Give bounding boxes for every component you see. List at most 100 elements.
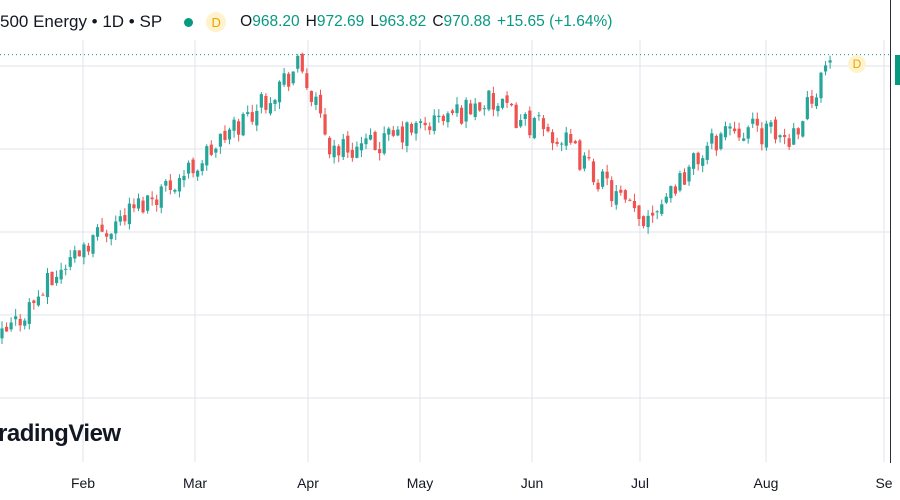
candle [318, 89, 323, 118]
candle-body [41, 294, 45, 296]
candle-body [673, 186, 677, 194]
candle [177, 174, 182, 198]
candle-body [641, 216, 646, 227]
candle-body [255, 110, 259, 126]
candle-body [218, 133, 222, 147]
candle [109, 233, 113, 246]
candle [605, 164, 609, 186]
candle [823, 61, 828, 76]
candle-body [610, 180, 614, 202]
candle [155, 194, 159, 212]
candle-body [459, 107, 464, 124]
candle [141, 196, 145, 214]
candle-body [423, 122, 427, 126]
candle-body [746, 127, 750, 139]
candle-body [550, 132, 555, 144]
candle [446, 111, 450, 128]
candle-body [109, 233, 113, 240]
candle-body [473, 103, 477, 118]
candle-body [537, 115, 541, 117]
candle [682, 168, 687, 185]
candle [773, 116, 778, 144]
candle-body [755, 118, 759, 126]
candle-body [14, 316, 18, 320]
candle-body [828, 60, 832, 63]
candle-body [500, 98, 505, 108]
candle [432, 109, 436, 135]
candle [742, 132, 746, 142]
candle [364, 133, 368, 150]
candle-body [368, 134, 373, 140]
candle [32, 299, 36, 310]
candle-body [27, 302, 31, 324]
candle [150, 191, 154, 206]
candle-body [664, 196, 668, 203]
candle [359, 136, 364, 158]
candle-body [528, 110, 532, 136]
candle [705, 141, 709, 165]
candle-body [787, 138, 791, 147]
candle [455, 97, 459, 117]
candle-body [682, 172, 687, 185]
candle [610, 176, 614, 207]
candle-body [186, 162, 191, 174]
x-tick-label: Mar [183, 475, 207, 491]
candle-body [628, 199, 632, 201]
candle-body [9, 322, 13, 330]
candle [123, 208, 127, 226]
candle [596, 179, 600, 192]
candle-body [64, 268, 68, 270]
candle-body [696, 152, 700, 165]
candle-body [132, 204, 136, 209]
candle [200, 160, 204, 176]
candle [300, 52, 304, 74]
candle-body [73, 250, 77, 259]
candle [701, 155, 705, 173]
candle-body [637, 205, 641, 219]
last-bar-dividend-badge[interactable]: D [848, 55, 866, 73]
candle [255, 104, 259, 132]
candle-body [614, 191, 618, 205]
candle [814, 93, 819, 109]
candle [755, 112, 759, 132]
candle [18, 314, 22, 332]
candle [437, 109, 441, 123]
candle [241, 112, 245, 137]
candle [186, 160, 191, 179]
candle-body [414, 122, 418, 134]
ohlc-open: O968.20 [240, 13, 300, 30]
candle-body [159, 186, 163, 208]
candle-body [692, 153, 696, 169]
candle [82, 242, 86, 265]
candle [45, 268, 50, 305]
candle [669, 185, 673, 203]
candle-body [655, 211, 659, 213]
symbol-title[interactable]: 500 Energy • 1D • SP [0, 12, 163, 31]
candle [687, 164, 691, 186]
candle-body [619, 189, 623, 193]
candle-body [601, 171, 605, 187]
candle [532, 116, 536, 140]
candle-body [105, 233, 109, 237]
candle [491, 86, 495, 117]
candle-body [114, 221, 118, 234]
candle-body [455, 104, 459, 114]
candle [232, 116, 236, 138]
candle-body [419, 121, 423, 123]
candle-body [705, 145, 709, 160]
chart-grid [0, 40, 890, 462]
candle [77, 250, 81, 257]
candle [196, 169, 200, 181]
candle [191, 157, 195, 178]
candle-body [742, 138, 746, 141]
candle-body [632, 200, 637, 209]
candle [801, 120, 805, 138]
candle [787, 133, 791, 150]
x-tick-label: Aug [754, 475, 779, 491]
candle-body [523, 114, 527, 119]
candle [350, 142, 354, 162]
candle [550, 129, 555, 151]
candle [387, 126, 391, 141]
candle-body [246, 112, 250, 115]
